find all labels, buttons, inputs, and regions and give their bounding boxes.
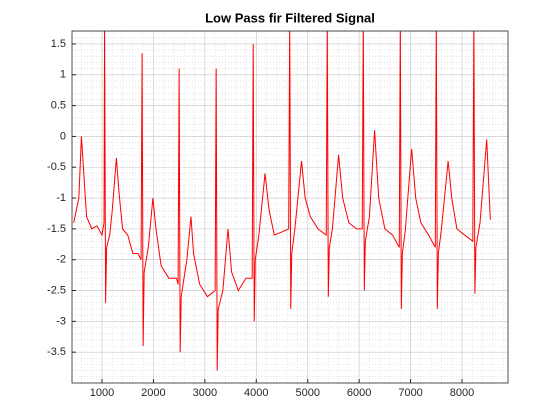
x-tick-label: 4000 bbox=[244, 387, 268, 399]
signal-line bbox=[73, 31, 491, 371]
y-tick-label: 0.5 bbox=[51, 99, 66, 111]
y-tick-label: -2 bbox=[56, 254, 66, 266]
y-tick-label: -1 bbox=[56, 192, 66, 204]
x-tick-label: 3000 bbox=[193, 387, 217, 399]
y-tick-label: 1 bbox=[60, 69, 66, 81]
x-tick-label: 6000 bbox=[347, 387, 371, 399]
chart-title: Low Pass fir Filtered Signal bbox=[205, 10, 375, 25]
plot-lines bbox=[73, 31, 491, 371]
y-tick-label: -1.5 bbox=[47, 223, 66, 235]
x-tick-label: 1000 bbox=[90, 387, 114, 399]
y-tick-label: 1.5 bbox=[51, 38, 66, 50]
y-tick-label: -3 bbox=[56, 315, 66, 327]
x-tick-label: 5000 bbox=[295, 387, 319, 399]
axes-box bbox=[71, 30, 509, 384]
x-tick-label: 2000 bbox=[141, 387, 165, 399]
y-tick-label: 0 bbox=[60, 130, 66, 142]
y-tick-label: -0.5 bbox=[47, 161, 66, 173]
x-tick-label: 7000 bbox=[398, 387, 422, 399]
y-tick-label: -3.5 bbox=[47, 346, 66, 358]
x-tick-label: 8000 bbox=[450, 387, 474, 399]
y-tick-label: -2.5 bbox=[47, 284, 66, 296]
